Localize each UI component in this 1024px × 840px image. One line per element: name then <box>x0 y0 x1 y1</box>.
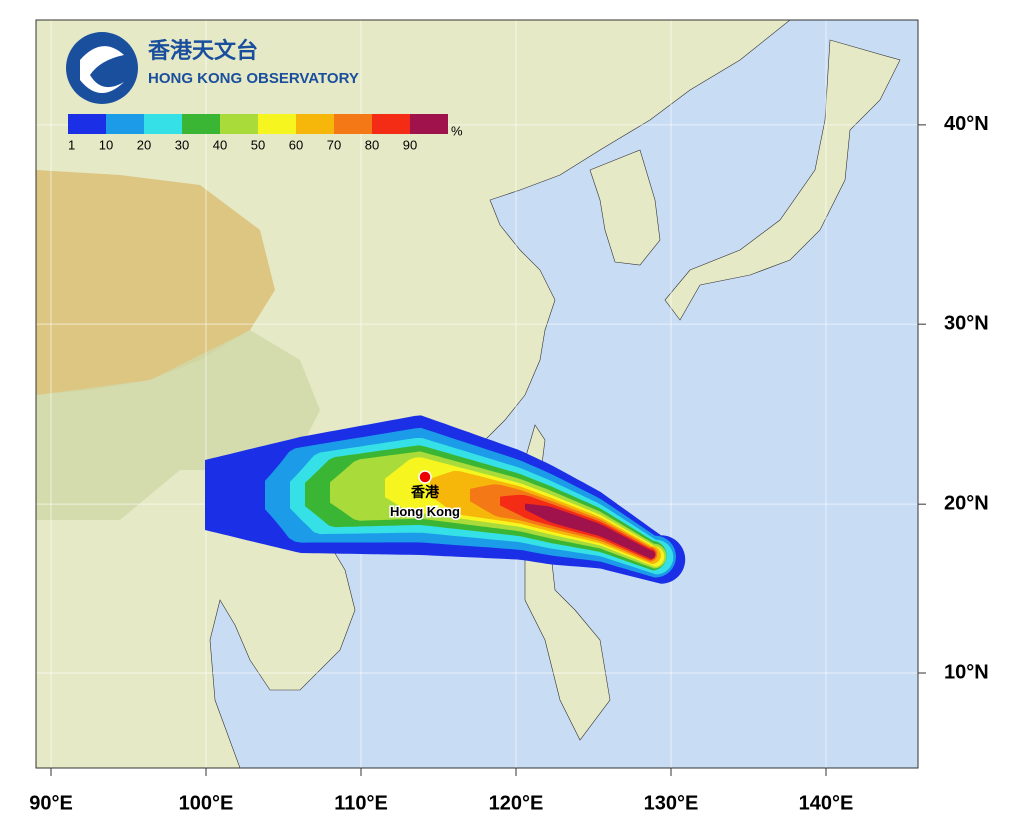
terrain-upland <box>36 330 320 520</box>
legend-label: 40 <box>213 137 227 152</box>
land-korea <box>589 149 661 266</box>
axis-labels: 90°E 100°E 110°E 120°E 130°E 140°E 40°N 30°N 20°… <box>29 113 988 814</box>
terrain-plateau <box>36 170 275 395</box>
logo: 香港天文台 HONG KONG OBSERVATORY <box>66 32 359 104</box>
legend-label: 90 <box>403 137 417 152</box>
legend-label: 70 <box>327 137 341 152</box>
y-tick-label: 10°N <box>944 661 989 683</box>
legend-label: 10 <box>99 137 113 152</box>
y-tick-label: 20°N <box>944 492 989 514</box>
legend-swatch <box>106 114 144 134</box>
logo-swirl <box>80 46 124 94</box>
swath-band <box>525 503 656 559</box>
place-name-en: Hong Kong <box>390 504 460 519</box>
legend-label: 20 <box>137 137 151 152</box>
land-japan <box>664 39 901 321</box>
legend-unit: % <box>451 123 463 138</box>
legend-swatch <box>372 114 410 134</box>
hong-kong-star <box>418 470 432 484</box>
x-tick-label: 100°E <box>179 792 234 814</box>
legend-swatch <box>144 114 182 134</box>
y-tick-label: 30°N <box>944 312 989 334</box>
map-frame <box>35 19 919 769</box>
x-tick-label: 130°E <box>644 792 699 814</box>
probability-swath <box>205 415 686 584</box>
hong-kong-marker: 香港 Hong Kong <box>388 470 462 521</box>
legend-label: 1 <box>68 137 75 152</box>
legend-label: 30 <box>175 137 189 152</box>
legend-swatch <box>410 114 448 134</box>
x-tick-label: 140°E <box>799 792 854 814</box>
legend-swatch <box>220 114 258 134</box>
legend-swatch <box>258 114 296 134</box>
legend-label: 60 <box>289 137 303 152</box>
logo-title-en: HONG KONG OBSERVATORY <box>148 70 359 87</box>
place-name-zh: 香港 <box>410 484 440 500</box>
x-tick-label: 90°E <box>29 792 73 814</box>
legend: 1 10 20 30 40 50 60 70 80 90% <box>68 114 463 152</box>
legend-swatch <box>334 114 372 134</box>
land-philippines <box>524 539 611 741</box>
legend-swatch <box>296 114 334 134</box>
x-tick-label: 110°E <box>334 792 388 814</box>
logo-emblem <box>66 32 138 104</box>
legend-label: 80 <box>365 137 379 152</box>
x-tick-label: 120°E <box>489 792 544 814</box>
y-tick-label: 40°N <box>944 113 989 135</box>
logo-title-zh: 香港天文台 <box>148 38 258 64</box>
map-body <box>36 20 918 768</box>
legend-label: 50 <box>251 137 265 152</box>
legend-swatch <box>68 114 106 134</box>
legend-swatch <box>182 114 220 134</box>
